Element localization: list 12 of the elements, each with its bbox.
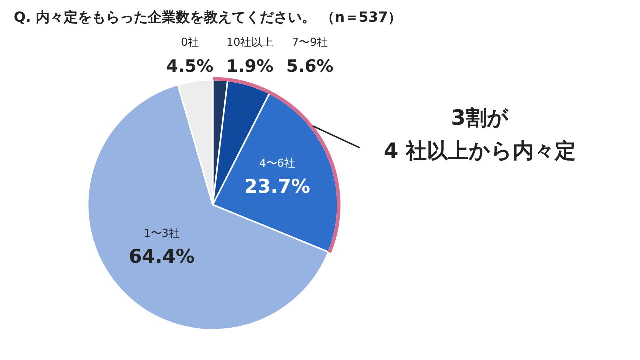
data-label: 64.4% [128,246,195,268]
data-label: 23.7% [244,176,310,198]
slice-label: 7〜9社 [292,36,328,49]
data-label: 1.9% [226,57,274,77]
slice-label: 4〜6社 [259,157,296,170]
data-label: 4.5% [166,57,214,77]
slice-label: 10社以上 [226,36,274,49]
text: 3割が 4 社以上から内々定 [384,106,576,163]
chart-title: Q. 内々定をもらった企業数を教えてください。 （n＝537） [14,9,402,26]
data-label: 5.6% [286,57,334,77]
slice-label: 1〜3社 [144,226,180,240]
slice-label: 0社 [181,36,200,49]
